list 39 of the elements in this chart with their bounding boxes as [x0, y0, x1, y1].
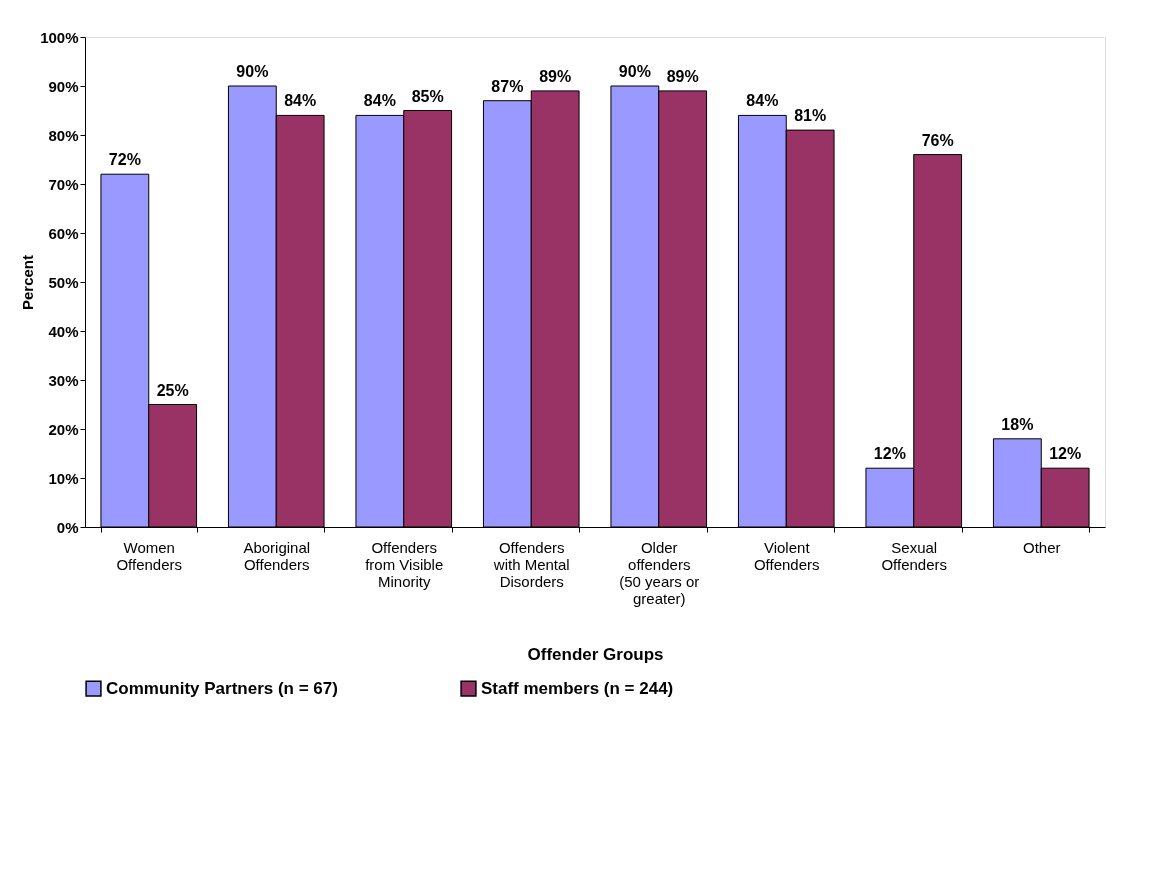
data-label: 89%: [666, 67, 699, 85]
data-label: 87%: [491, 77, 524, 95]
data-label: 81%: [794, 107, 827, 125]
x-tick-label: Other: [1022, 538, 1061, 556]
x-tick-label: Aboriginal Offenders: [243, 538, 311, 573]
y-tick-label: 10%: [48, 469, 79, 487]
x-tick-label: Violent Offenders: [753, 538, 820, 573]
y-tick-label: 20%: [48, 420, 79, 438]
data-label: 25%: [156, 381, 189, 399]
data-label: 84%: [746, 92, 779, 110]
x-tick-label: Sexual Offenders: [881, 538, 948, 573]
y-tick-label: 50%: [48, 273, 79, 291]
data-label: 76%: [921, 131, 954, 149]
legend-label: Community Partners (n = 67): [106, 678, 338, 698]
y-tick-label: 90%: [48, 77, 79, 95]
x-tick-label: Offenders from Visible Minority: [365, 538, 444, 590]
y-tick-label: 40%: [48, 322, 79, 340]
x-tick-label: Women Offenders: [116, 538, 183, 573]
data-label: 12%: [1049, 445, 1082, 463]
x-tick-label: Older offenders (50 years or greater): [619, 538, 700, 607]
data-label: 84%: [363, 92, 396, 110]
x-tick-label: Offenders with Mental Disorders: [492, 538, 570, 590]
y-tick-label: 30%: [48, 371, 79, 389]
data-label: 85%: [411, 87, 444, 105]
data-label: 18%: [1001, 415, 1034, 433]
y-tick-label: 80%: [48, 126, 79, 144]
y-tick-label: 70%: [48, 175, 79, 193]
legend-label: Staff members (n = 244): [481, 678, 674, 698]
x-axis-title: Offender Groups: [527, 644, 664, 664]
data-label: 89%: [539, 67, 572, 85]
y-tick-label: 100%: [40, 28, 79, 46]
data-label: 90%: [236, 63, 269, 80]
data-label: 12%: [873, 445, 906, 463]
y-tick-label: 60%: [48, 224, 79, 242]
y-axis-title: Percent: [19, 254, 37, 311]
data-label: 90%: [618, 63, 651, 80]
y-tick-label: 0%: [56, 518, 79, 536]
data-label: 84%: [284, 92, 317, 110]
data-label: 72%: [108, 151, 141, 169]
